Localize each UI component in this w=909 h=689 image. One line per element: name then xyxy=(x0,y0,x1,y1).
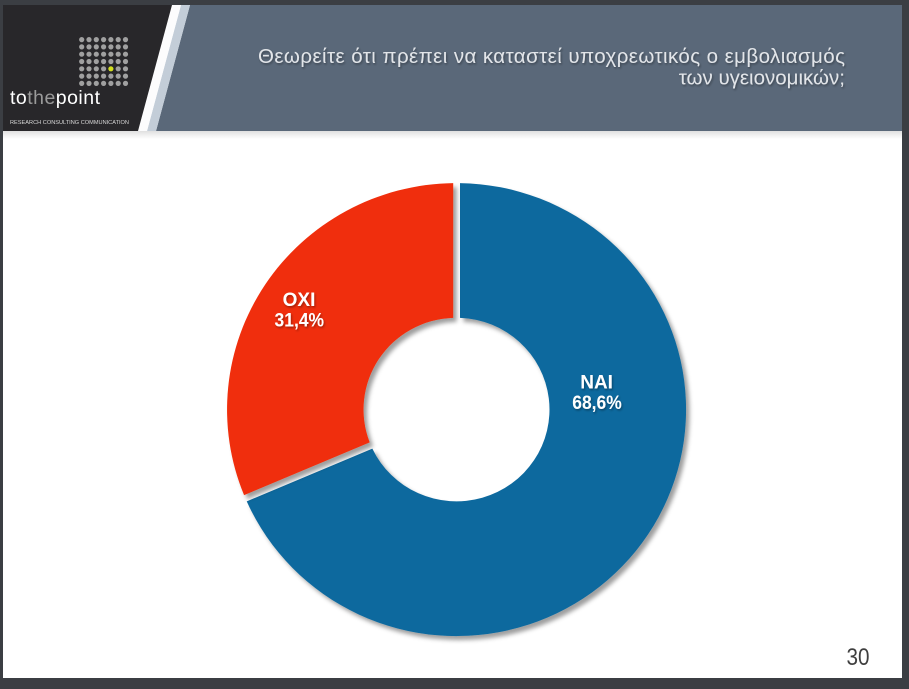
svg-text:31,4%: 31,4% xyxy=(275,311,325,332)
svg-text:tothepoint: tothepoint xyxy=(10,87,101,109)
svg-text:ΟΧΙ: ΟΧΙ xyxy=(283,290,316,311)
svg-text:68,6%: 68,6% xyxy=(572,393,622,414)
svg-text:Θεωρείτε ότι πρέπει να καταστε: Θεωρείτε ότι πρέπει να καταστεί υποχρεωτ… xyxy=(258,45,845,68)
svg-text:των υγειονομικών;: των υγειονομικών; xyxy=(679,67,845,90)
svg-text:RESEARCH CONSULTING COMMUNIC: RESEARCH CONSULTING COMMUNICATION xyxy=(10,120,129,126)
svg-text:30: 30 xyxy=(847,644,870,671)
svg-text:ΝΑΙ: ΝΑΙ xyxy=(580,373,613,394)
